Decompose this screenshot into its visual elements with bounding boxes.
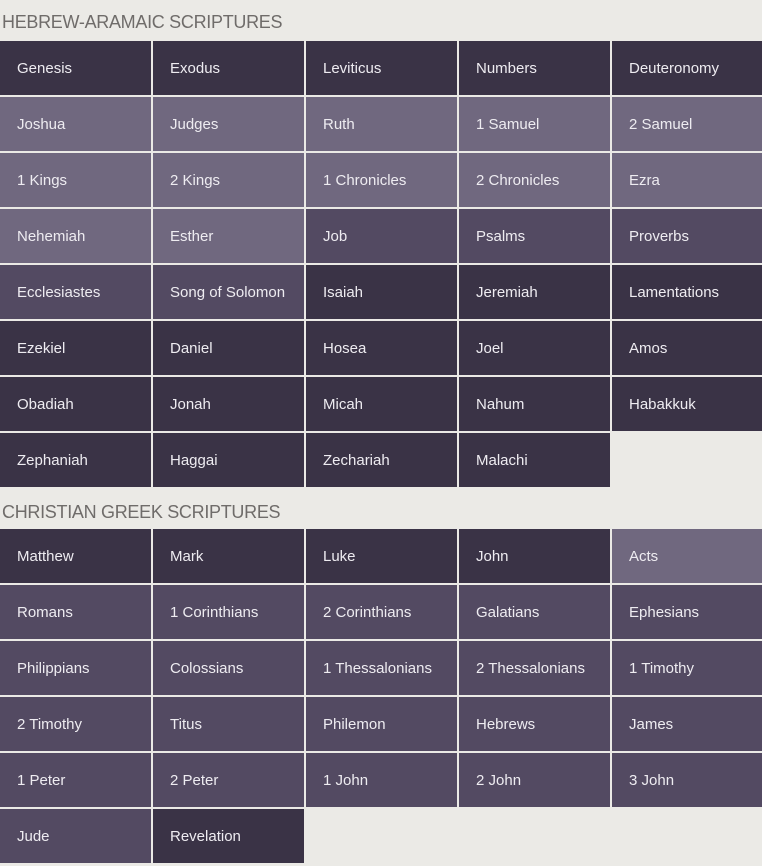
book-tile-nahum[interactable]: Nahum xyxy=(459,377,610,431)
book-tile-1-corinthians[interactable]: 1 Corinthians xyxy=(153,585,304,639)
book-tile-ephesians[interactable]: Ephesians xyxy=(612,585,762,639)
book-tile-hosea[interactable]: Hosea xyxy=(306,321,457,375)
book-tile-nehemiah[interactable]: Nehemiah xyxy=(0,209,151,263)
greek-books-grid: Matthew Mark Luke John Acts Romans 1 Corinthia… xyxy=(0,529,762,863)
book-tile-isaiah[interactable]: Isaiah xyxy=(306,265,457,319)
book-tile-colossians[interactable]: Colossians xyxy=(153,641,304,695)
book-tile-micah[interactable]: Micah xyxy=(306,377,457,431)
book-tile-obadiah[interactable]: Obadiah xyxy=(0,377,151,431)
book-tile-philippians[interactable]: Philippians xyxy=(0,641,151,695)
book-tile-joshua[interactable]: Joshua xyxy=(0,97,151,151)
book-tile-zechariah[interactable]: Zechariah xyxy=(306,433,457,487)
book-tile-ruth[interactable]: Ruth xyxy=(306,97,457,151)
book-tile-1-peter[interactable]: 1 Peter xyxy=(0,753,151,807)
book-tile-2-thessalonians[interactable]: 2 Thessalonians xyxy=(459,641,610,695)
book-tile-3-john[interactable]: 3 John xyxy=(612,753,762,807)
book-tile-job[interactable]: Job xyxy=(306,209,457,263)
book-tile-titus[interactable]: Titus xyxy=(153,697,304,751)
book-tile-jude[interactable]: Jude xyxy=(0,809,151,863)
book-tile-esther[interactable]: Esther xyxy=(153,209,304,263)
book-tile-amos[interactable]: Amos xyxy=(612,321,762,375)
hebrew-section-title: HEBREW-ARAMAIC SCRIPTURES xyxy=(2,12,283,32)
book-tile-ecclesiastes[interactable]: Ecclesiastes xyxy=(0,265,151,319)
book-tile-hebrews[interactable]: Hebrews xyxy=(459,697,610,751)
book-tile-genesis[interactable]: Genesis xyxy=(0,41,151,95)
book-tile-malachi[interactable]: Malachi xyxy=(459,433,610,487)
book-tile-2-corinthians[interactable]: 2 Corinthians xyxy=(306,585,457,639)
book-tile-2-timothy[interactable]: 2 Timothy xyxy=(0,697,151,751)
book-tile-jonah[interactable]: Jonah xyxy=(153,377,304,431)
book-tile-galatians[interactable]: Galatians xyxy=(459,585,610,639)
book-tile-2-john[interactable]: 2 John xyxy=(459,753,610,807)
book-tile-2-chronicles[interactable]: 2 Chronicles xyxy=(459,153,610,207)
book-tile-jeremiah[interactable]: Jeremiah xyxy=(459,265,610,319)
book-tile-james[interactable]: James xyxy=(612,697,762,751)
book-tile-mark[interactable]: Mark xyxy=(153,529,304,583)
book-tile-psalms[interactable]: Psalms xyxy=(459,209,610,263)
book-tile-lamentations[interactable]: Lamentations xyxy=(612,265,762,319)
book-tile-1-chronicles[interactable]: 1 Chronicles xyxy=(306,153,457,207)
book-tile-matthew[interactable]: Matthew xyxy=(0,529,151,583)
book-tile-1-thessalonians[interactable]: 1 Thessalonians xyxy=(306,641,457,695)
book-tile-ezra[interactable]: Ezra xyxy=(612,153,762,207)
book-tile-2-kings[interactable]: 2 Kings xyxy=(153,153,304,207)
book-tile-leviticus[interactable]: Leviticus xyxy=(306,41,457,95)
greek-section-title: CHRISTIAN GREEK SCRIPTURES xyxy=(2,502,281,522)
book-tile-haggai[interactable]: Haggai xyxy=(153,433,304,487)
book-tile-john[interactable]: John xyxy=(459,529,610,583)
book-tile-ezekiel[interactable]: Ezekiel xyxy=(0,321,151,375)
book-tile-1-john[interactable]: 1 John xyxy=(306,753,457,807)
book-tile-zephaniah[interactable]: Zephaniah xyxy=(0,433,151,487)
book-tile-2-samuel[interactable]: 2 Samuel xyxy=(612,97,762,151)
book-tile-song-of-solomon[interactable]: Song of Solomon xyxy=(153,265,304,319)
hebrew-books-grid: Genesis Exodus Leviticus Numbers Deuteronomy… xyxy=(0,41,762,487)
book-tile-revelation[interactable]: Revelation xyxy=(153,809,304,863)
book-tile-1-kings[interactable]: 1 Kings xyxy=(0,153,151,207)
book-tile-1-timothy[interactable]: 1 Timothy xyxy=(612,641,762,695)
book-tile-judges[interactable]: Judges xyxy=(153,97,304,151)
book-tile-joel[interactable]: Joel xyxy=(459,321,610,375)
book-tile-philemon[interactable]: Philemon xyxy=(306,697,457,751)
book-tile-numbers[interactable]: Numbers xyxy=(459,41,610,95)
book-tile-exodus[interactable]: Exodus xyxy=(153,41,304,95)
book-tile-1-samuel[interactable]: 1 Samuel xyxy=(459,97,610,151)
book-tile-acts[interactable]: Acts xyxy=(612,529,762,583)
book-tile-romans[interactable]: Romans xyxy=(0,585,151,639)
book-tile-proverbs[interactable]: Proverbs xyxy=(612,209,762,263)
book-tile-habakkuk[interactable]: Habakkuk xyxy=(612,377,762,431)
book-tile-daniel[interactable]: Daniel xyxy=(153,321,304,375)
book-tile-2-peter[interactable]: 2 Peter xyxy=(153,753,304,807)
book-tile-luke[interactable]: Luke xyxy=(306,529,457,583)
book-tile-deuteronomy[interactable]: Deuteronomy xyxy=(612,41,762,95)
